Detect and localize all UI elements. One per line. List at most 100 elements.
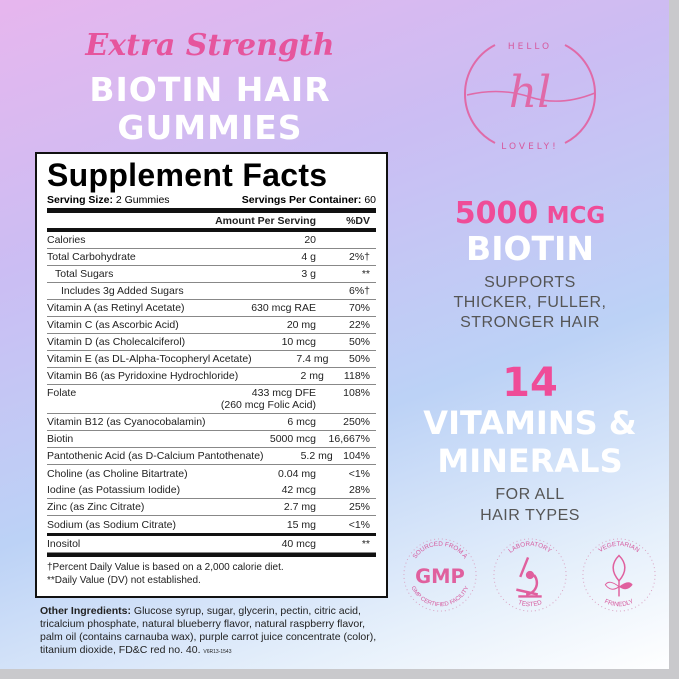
table-row: Vitamin A (as Retinyl Acetate) 630 mcg RA… [47, 300, 376, 317]
nutrient-name: Vitamin C (as Ascorbic Acid) [47, 319, 179, 331]
nutrient-dv: 25% [348, 501, 370, 513]
svg-text:TESTED: TESTED [517, 599, 543, 608]
svg-text:FRINEDLY: FRINEDLY [603, 598, 635, 609]
table-row: Biotin 5000 mcg 16,667% [47, 431, 376, 448]
nutrient-dv: 16,667% [328, 433, 370, 445]
nutrient-dv: 2%† [348, 251, 370, 263]
nutrient-amount: 20 mg [286, 319, 316, 331]
nutrient-amount: 15 mg [286, 518, 316, 531]
table-row: Sodium (as Sodium Citrate) 15 mg <1% [47, 516, 376, 533]
nutrient-name: Sodium (as Sodium Citrate) [47, 518, 176, 531]
table-row: Vitamin C (as Ascorbic Acid) 20 mg 22% [47, 317, 376, 334]
nutrient-name: Biotin [47, 433, 74, 445]
table-row: Total Carbohydrate 4 g 2%† [47, 249, 376, 266]
nutrient-amount: 5.2 mg [300, 450, 333, 462]
nutrient-dv: 108% [343, 387, 370, 399]
supports-line: SUPPORTS [484, 274, 576, 291]
nutrient-name: Vitamin B12 (as Cyanocobalamin) [47, 416, 206, 428]
nutrient-dv: <1% [348, 518, 370, 531]
nutrient-name: Zinc (as Zinc Citrate) [47, 501, 145, 513]
nutrient-dv: 104% [343, 450, 370, 462]
nutrient-dv: ** [361, 268, 370, 280]
svg-text:LABORATORY: LABORATORY [507, 541, 553, 556]
table-row: Vitamin B12 (as Cyanocobalamin) 6 mcg 250% [47, 414, 376, 431]
nutrient-amount: 0.04 mg [278, 467, 316, 480]
nutrient-amount: 6 mcg [287, 416, 316, 428]
svg-text:VEGETARIAN: VEGETARIAN [597, 541, 641, 555]
nutrient-dv: 118% [343, 370, 370, 382]
biotin-label: BIOTIN [466, 229, 594, 268]
nutrient-name: Total Sugars [55, 268, 114, 280]
serving-row: Serving Size: 2 Gummies Servings Per Con… [47, 194, 376, 206]
nutrient-amount: 630 mcg RAE [251, 302, 316, 314]
nutrient-amount: 4 g [301, 251, 316, 263]
serving-size: 2 Gummies [115, 194, 170, 206]
version-code: V6R13-1543 [203, 649, 232, 655]
table-row: Zinc (as Zinc Citrate) 2.7 mg 25% [47, 499, 376, 516]
nutrient-dv: 28% [348, 484, 370, 496]
leaf-icon [604, 554, 633, 597]
nutrient-dv: 22% [348, 319, 370, 331]
nutrient-amount: 10 mcg [281, 336, 316, 348]
table-row: Vitamin D (as Cholecalciferol) 10 mcg 50% [47, 334, 376, 351]
table-row: Iodine (as Potassium Iodide) 42 mcg 28% [47, 482, 376, 499]
nutrient-name: Calories [47, 234, 86, 246]
nutrient-name: Vitamin B6 (as Pyridoxine Hydrochloride) [47, 370, 239, 382]
serving-size-label: Serving Size: [47, 194, 113, 206]
table-row: Pantothenic Acid (as D-Calcium Pantothen… [47, 448, 376, 465]
other-ingredients-label: Other Ingredients: [40, 605, 132, 617]
dose-unit: MCG [546, 203, 606, 229]
nutrient-name: Inositol [47, 538, 81, 550]
gmp-text: GMP [415, 565, 465, 588]
nutrient-name: Includes 3g Added Sugars [61, 285, 184, 297]
supports-line: THICKER, FULLER, [453, 294, 607, 311]
vitamin-count: 14 [502, 360, 558, 406]
nutrient-amount: 433 mcg DFE (260 mcg Folic Acid) [220, 387, 316, 411]
table-row: Vitamin B6 (as Pyridoxine Hydrochloride)… [47, 368, 376, 385]
product-image: Extra Strength BIOTIN HAIR GUMMIES Suppl… [0, 0, 669, 669]
other-ingredients-text: Glucose syrup, sugar, glycerin, pectin, … [40, 605, 377, 656]
nutrient-name: Vitamin A (as Retinyl Acetate) [47, 302, 185, 314]
logo-hello: HELLO [508, 42, 552, 52]
nutrient-amount: 5000 mcg [269, 433, 316, 445]
nutrient-amount: 20 [304, 234, 316, 246]
nutrient-amount: 7.4 mg [296, 353, 329, 365]
nutrient-name: Vitamin D (as Cholecalciferol) [47, 336, 186, 348]
nutrient-dv: ** [361, 538, 370, 550]
biotin-dose: 5000 MCG [400, 196, 660, 231]
logo-monogram: hl [509, 67, 551, 118]
supports-line: STRONGER HAIR [460, 314, 600, 331]
microscope-icon [516, 556, 542, 598]
column-header: Amount Per Serving %DV [47, 213, 376, 228]
headline-biotin-hair: BIOTIN HAIR [89, 70, 331, 109]
table-row: Choline (as Choline Bitartrate) 0.04 mg <1… [47, 465, 376, 482]
servings: 60 [364, 194, 376, 206]
nutrient-amount: 42 mcg [281, 484, 316, 496]
table-row: Calories 20 [47, 232, 376, 249]
nutrient-amount: 2 mg [300, 370, 324, 382]
minerals-label: MINERALS [437, 442, 623, 480]
table-row: Folate 433 mcg DFE (260 mcg Folic Acid) 108… [47, 385, 376, 414]
col-dv: %DV [346, 214, 370, 227]
footnote-dv: †Percent Daily Value is based on a 2,000… [47, 562, 284, 573]
nutrient-amount: 3 g [301, 268, 316, 280]
nutrient-amount: 2.7 mg [283, 501, 316, 513]
table-row: Includes 3g Added Sugars 6%† [47, 283, 376, 300]
nutrient-dv: 6%† [348, 285, 370, 297]
nutrient-name: Total Carbohydrate [47, 251, 136, 263]
table-row-inositol: Inositol 40 mcg ** [47, 536, 376, 553]
nutrient-name: Vitamin E (as DL-Alpha-Tocopheryl Acetat… [47, 353, 252, 365]
headline-extra-strength: Extra Strength [85, 28, 335, 63]
nutrient-amount: 40 mcg [281, 538, 316, 550]
nutrient-name: Pantothenic Acid (as D-Calcium Pantothen… [47, 450, 264, 462]
gmp-badge-icon: SOURCED FROM A GMP GMP CERTIFIED FACILIT… [403, 538, 477, 612]
other-ingredients: Other Ingredients: Glucose syrup, sugar,… [40, 605, 380, 659]
nutrient-dv: 50% [348, 353, 370, 365]
vegetarian-badge-icon: VEGETARIAN FRINEDLY [582, 538, 656, 612]
dose-number: 5000 [454, 196, 539, 231]
nutrient-dv: 50% [348, 336, 370, 348]
svg-text:GMP CERTIFIED FACILITY: GMP CERTIFIED FACILITY [409, 585, 470, 608]
col-amount: Amount Per Serving [215, 214, 316, 227]
laboratory-tested-badge-icon: LABORATORY TESTED [493, 538, 567, 612]
facts-title: Supplement Facts [47, 157, 328, 193]
